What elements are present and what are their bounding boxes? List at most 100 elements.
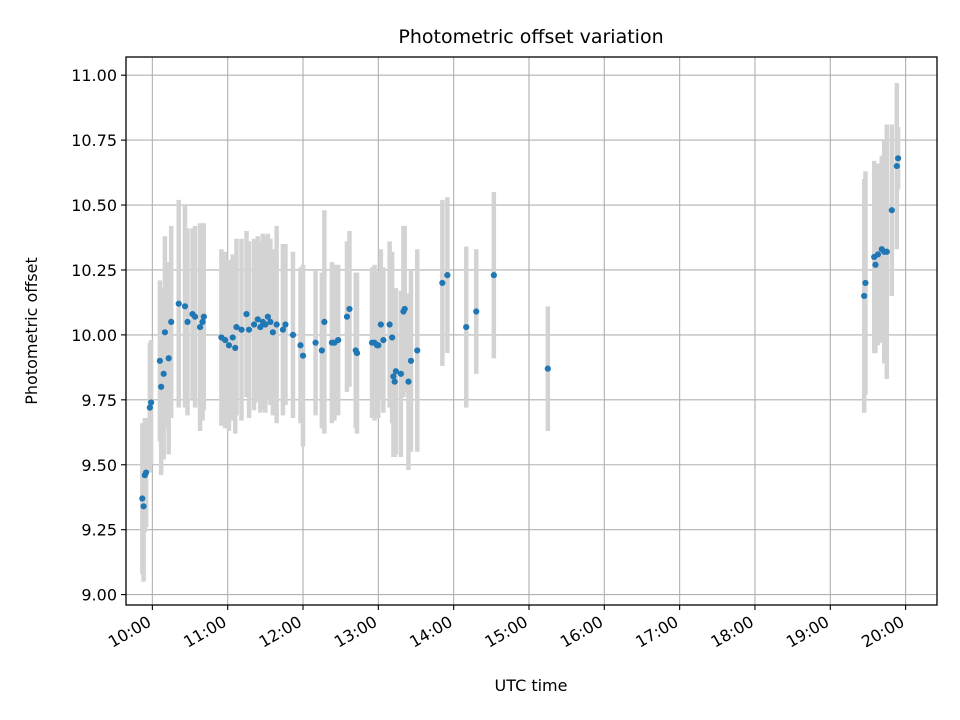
data-point	[490, 272, 497, 279]
data-point	[139, 495, 146, 502]
data-point	[142, 469, 150, 476]
y-axis-ticks: 9.00 9.25 9.50 9.75 10.00 10.25 10.50 10.75 11.0…	[71, 66, 126, 605]
data-point	[343, 313, 351, 320]
data-point	[299, 352, 307, 359]
data-point	[250, 321, 258, 328]
data-point	[264, 313, 271, 320]
x-tick-label: 13:00	[331, 612, 380, 652]
data-point	[439, 279, 446, 287]
data-point	[175, 300, 182, 307]
data-point	[262, 321, 269, 328]
data-point	[861, 292, 868, 300]
plot-frame	[125, 56, 938, 606]
data-point	[386, 321, 393, 328]
x-tick-label: 10:00	[105, 612, 154, 652]
data-point	[312, 339, 319, 346]
data-points	[139, 155, 902, 510]
data-point	[148, 399, 155, 406]
data-point	[346, 305, 353, 313]
data-point	[894, 155, 902, 162]
data-point	[181, 303, 189, 310]
data-point	[243, 311, 250, 318]
x-tick-label: 16:00	[557, 612, 606, 652]
data-point	[165, 355, 172, 362]
y-tick-label: 11.00	[71, 66, 117, 85]
data-point	[380, 336, 387, 344]
data-point	[160, 370, 167, 377]
data-point	[444, 272, 451, 279]
y-tick-label: 10.25	[71, 261, 117, 280]
data-point	[862, 279, 869, 287]
data-point	[874, 251, 882, 258]
data-point	[401, 305, 408, 313]
errorbars	[140, 82, 901, 582]
data-point	[888, 207, 895, 214]
data-point	[390, 373, 397, 380]
data-point	[473, 308, 480, 315]
x-axis-title: UTC time	[495, 676, 568, 695]
data-point	[318, 347, 325, 354]
data-point	[414, 347, 421, 354]
data-point	[269, 329, 276, 336]
data-point	[199, 318, 206, 326]
data-point	[353, 349, 361, 357]
data-point	[883, 248, 890, 255]
data-point	[238, 326, 245, 333]
data-point	[222, 336, 229, 344]
y-tick-label: 9.50	[81, 456, 117, 475]
y-tick-label: 9.75	[81, 391, 117, 410]
data-point	[196, 324, 204, 331]
x-axis-ticks: 10:00 11:00 12:00 13:00 14:00 15:00 16:00 17:00…	[105, 605, 908, 652]
data-point	[161, 329, 169, 336]
data-point	[282, 321, 289, 328]
y-tick-label: 9.00	[81, 586, 117, 605]
y-axis-title: Photometric offset	[22, 257, 41, 405]
data-point	[140, 503, 147, 510]
x-tick-label: 11:00	[180, 612, 229, 652]
data-point	[279, 326, 287, 333]
y-tick-label: 9.25	[81, 521, 117, 540]
data-point	[146, 404, 153, 411]
data-point	[872, 261, 879, 268]
x-tick-label: 15:00	[482, 612, 531, 652]
data-point	[544, 365, 551, 372]
data-point	[391, 378, 398, 385]
data-point	[392, 368, 400, 375]
data-point	[267, 318, 274, 326]
data-point	[232, 344, 239, 351]
data-point	[184, 318, 191, 326]
x-tick-label: 18:00	[708, 612, 757, 652]
data-point	[377, 321, 384, 328]
data-point	[158, 383, 165, 390]
y-tick-label: 10.00	[71, 326, 117, 345]
x-tick-label: 17:00	[632, 612, 681, 652]
data-point	[463, 324, 470, 331]
data-point	[191, 313, 199, 320]
y-tick-label: 10.50	[71, 196, 117, 215]
x-tick-label: 19:00	[783, 612, 832, 652]
data-point	[229, 334, 236, 341]
data-point	[200, 313, 207, 320]
data-point	[335, 336, 342, 344]
data-point	[245, 326, 253, 333]
data-point	[233, 324, 240, 331]
data-point	[893, 162, 900, 170]
data-point	[407, 357, 415, 364]
data-point	[397, 370, 405, 377]
data-point	[257, 324, 264, 331]
data-point	[389, 334, 396, 341]
data-point	[273, 321, 280, 328]
data-point	[375, 342, 382, 349]
data-point	[405, 378, 412, 385]
data-point	[289, 331, 297, 338]
data-point	[225, 342, 233, 349]
grid	[126, 57, 937, 605]
chart-title: Photometric offset variation	[398, 26, 663, 48]
x-tick-label: 12:00	[256, 612, 305, 652]
x-tick-label: 20:00	[858, 612, 907, 652]
data-point	[297, 342, 304, 349]
x-tick-label: 14:00	[406, 612, 455, 652]
data-point	[254, 316, 261, 323]
data-point	[156, 357, 163, 364]
